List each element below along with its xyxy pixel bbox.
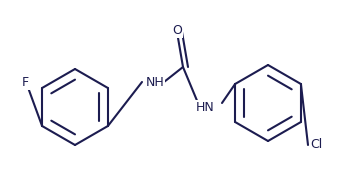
Text: Cl: Cl xyxy=(310,139,322,152)
Text: F: F xyxy=(21,75,29,88)
Text: O: O xyxy=(172,23,182,36)
Text: NH: NH xyxy=(146,75,164,88)
Text: HN: HN xyxy=(196,100,214,114)
